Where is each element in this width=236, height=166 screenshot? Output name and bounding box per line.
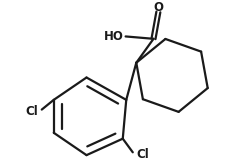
- Text: Cl: Cl: [25, 105, 38, 118]
- Text: O: O: [153, 1, 163, 14]
- Text: HO: HO: [104, 30, 123, 43]
- Text: Cl: Cl: [136, 148, 149, 161]
